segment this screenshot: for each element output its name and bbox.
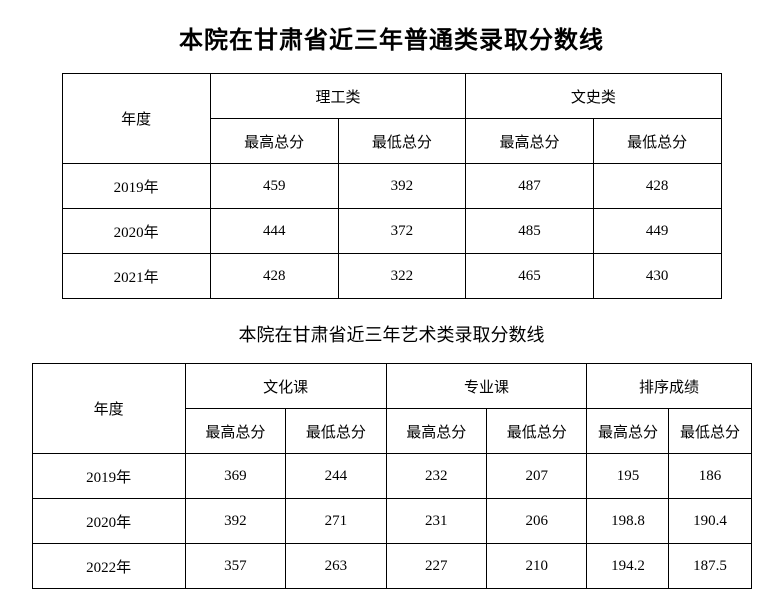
cell-value: 186 [669,454,751,499]
cell-value: 194.2 [587,544,669,589]
cell-year: 2020年 [32,499,185,544]
col-max: 最高总分 [185,409,285,454]
col-year-header: 年度 [62,74,210,164]
cell-year: 2021年 [62,254,210,299]
table-art: 年度 文化课 专业课 排序成绩 最高总分 最低总分 最高总分 最低总分 最高总分… [32,363,752,589]
cell-value: 232 [386,454,486,499]
col-max: 最高总分 [386,409,486,454]
cell-year: 2019年 [62,164,210,209]
cell-value: 198.8 [587,499,669,544]
col-group-culture: 文化课 [185,364,386,409]
col-min: 最低总分 [338,119,466,164]
cell-value: 190.4 [669,499,751,544]
main-title: 本院在甘肃省近三年普通类录取分数线 [30,20,753,55]
cell-value: 485 [466,209,594,254]
col-group-major: 专业课 [386,364,587,409]
table-header-row: 年度 理工类 文史类 [62,74,721,119]
table-row: 2021年 428 322 465 430 [62,254,721,299]
cell-value: 244 [286,454,386,499]
table-header-row: 年度 文化课 专业课 排序成绩 [32,364,751,409]
col-min: 最低总分 [487,409,587,454]
col-min: 最低总分 [593,119,721,164]
table-row: 2020年 444 372 485 449 [62,209,721,254]
cell-value: 271 [286,499,386,544]
cell-value: 263 [286,544,386,589]
col-max: 最高总分 [210,119,338,164]
cell-value: 465 [466,254,594,299]
cell-value: 231 [386,499,486,544]
col-group-rank: 排序成绩 [587,364,751,409]
cell-year: 2022年 [32,544,185,589]
cell-value: 428 [593,164,721,209]
table-general: 年度 理工类 文史类 最高总分 最低总分 最高总分 最低总分 2019年 459… [62,73,722,299]
cell-value: 322 [338,254,466,299]
col-group-science: 理工类 [210,74,465,119]
cell-value: 487 [466,164,594,209]
cell-value: 449 [593,209,721,254]
col-year-header: 年度 [32,364,185,454]
cell-value: 372 [338,209,466,254]
col-max: 最高总分 [466,119,594,164]
cell-value: 187.5 [669,544,751,589]
cell-value: 369 [185,454,285,499]
cell-value: 227 [386,544,486,589]
cell-value: 357 [185,544,285,589]
cell-year: 2020年 [62,209,210,254]
cell-value: 459 [210,164,338,209]
table-row: 2020年 392 271 231 206 198.8 190.4 [32,499,751,544]
table-row: 2019年 459 392 487 428 [62,164,721,209]
col-min: 最低总分 [669,409,751,454]
cell-value: 206 [487,499,587,544]
cell-value: 430 [593,254,721,299]
cell-value: 444 [210,209,338,254]
cell-year: 2019年 [32,454,185,499]
cell-value: 210 [487,544,587,589]
cell-value: 392 [185,499,285,544]
cell-value: 207 [487,454,587,499]
col-group-liberal: 文史类 [466,74,721,119]
col-min: 最低总分 [286,409,386,454]
sub-title: 本院在甘肃省近三年艺术类录取分数线 [30,321,753,347]
cell-value: 392 [338,164,466,209]
cell-value: 195 [587,454,669,499]
col-max: 最高总分 [587,409,669,454]
table-row: 2019年 369 244 232 207 195 186 [32,454,751,499]
cell-value: 428 [210,254,338,299]
table-row: 2022年 357 263 227 210 194.2 187.5 [32,544,751,589]
